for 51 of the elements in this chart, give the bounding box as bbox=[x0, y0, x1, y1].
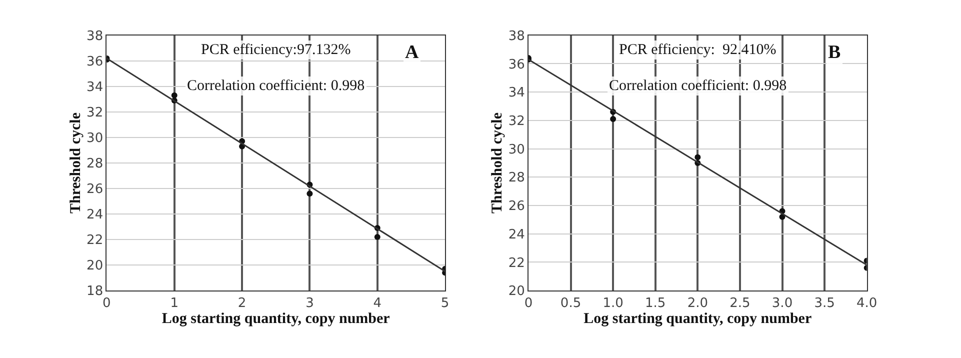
y-tick-label: 30 bbox=[86, 131, 104, 146]
annotation: B bbox=[828, 42, 841, 63]
x-tick-label: 3 bbox=[306, 296, 314, 312]
x-tick-label: 2.0 bbox=[687, 296, 708, 312]
x-tick-label: 0 bbox=[524, 296, 533, 312]
point bbox=[694, 154, 701, 160]
y-tick-label: 26 bbox=[508, 199, 525, 214]
y-tick-label: 32 bbox=[508, 114, 525, 129]
annotation: A bbox=[405, 42, 419, 63]
y-axis-title: Threshold cycle bbox=[490, 112, 506, 214]
x-axis-title: Log starting quantity, copy number bbox=[584, 311, 812, 328]
y-axis-title: Threshold cycle bbox=[68, 112, 84, 214]
x-tick-label: 5 bbox=[440, 296, 450, 312]
y-tick-label: 38 bbox=[86, 28, 104, 44]
x-tick-label: 2 bbox=[238, 296, 246, 312]
annotation: Correlation coefficient: 0.998 bbox=[609, 78, 787, 94]
x-tick-label: 0 bbox=[102, 296, 111, 312]
point bbox=[610, 116, 616, 122]
point bbox=[374, 234, 380, 240]
x-tick-label: 3.0 bbox=[772, 296, 793, 312]
y-tick-label: 36 bbox=[86, 54, 104, 70]
x-tick-label: 1 bbox=[170, 296, 179, 312]
x-tick-label: 0.5 bbox=[560, 296, 582, 312]
x-tick-label: 1.5 bbox=[645, 296, 666, 312]
y-tick-label: 38 bbox=[508, 28, 525, 44]
y-tick-label: 20 bbox=[508, 284, 525, 300]
y-tick-label: 32 bbox=[86, 105, 104, 120]
y-tick-label: 34 bbox=[86, 80, 104, 95]
y-tick-label: 22 bbox=[508, 256, 525, 271]
y-tick-label: 26 bbox=[86, 182, 104, 198]
y-tick-label: 28 bbox=[508, 170, 525, 186]
x-tick-label: 1.0 bbox=[602, 296, 624, 312]
x-tick-label: 2.5 bbox=[730, 296, 750, 312]
x-tick-label: 3.5 bbox=[814, 296, 835, 312]
y-tick-label: 34 bbox=[508, 86, 525, 101]
y-tick-label: 28 bbox=[86, 156, 104, 172]
y-tick-label: 20 bbox=[86, 258, 104, 274]
x-tick-label: 4.0 bbox=[856, 296, 878, 312]
annotation: PCR efficiency: 92.410% bbox=[619, 42, 776, 58]
annotation: PCR efficiency:97.132% bbox=[201, 42, 351, 58]
x-tick-label: 4 bbox=[373, 296, 382, 312]
point bbox=[171, 92, 178, 98]
y-tick-label: 30 bbox=[508, 142, 525, 158]
y-tick-label: 36 bbox=[508, 57, 525, 72]
y-tick-label: 18 bbox=[86, 284, 104, 300]
x-axis-title: Log starting quantity, copy number bbox=[162, 311, 390, 328]
y-tick-label: 22 bbox=[86, 233, 104, 248]
y-tick-label: 24 bbox=[86, 208, 104, 223]
annotation: Correlation coefficient: 0.998 bbox=[187, 78, 365, 94]
point bbox=[306, 190, 313, 197]
y-tick-label: 24 bbox=[508, 227, 525, 242]
